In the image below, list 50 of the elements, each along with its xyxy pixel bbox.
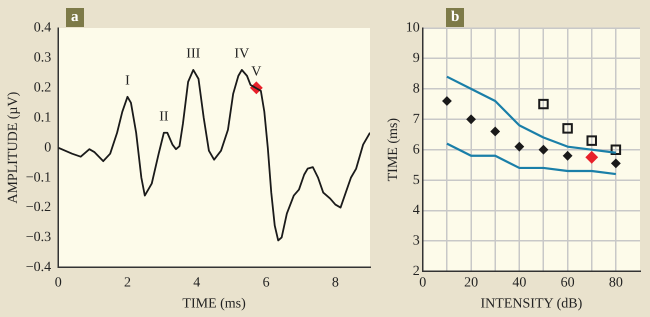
y-tick-label: 9: [412, 51, 420, 66]
y-tick-label: 0.2: [34, 80, 52, 96]
annotation: V: [251, 64, 262, 80]
point: [586, 135, 597, 146]
chart-title: a: [66, 8, 84, 27]
y-tick-label: 4: [412, 203, 420, 218]
x-tick-label: 60: [560, 275, 575, 290]
y-tick-label: −0.1: [26, 170, 52, 186]
point: [442, 96, 452, 106]
point: [538, 98, 549, 110]
x-tick-label: 40: [512, 275, 526, 290]
x-tick-label: 20: [464, 275, 478, 290]
point: [563, 151, 572, 160]
annotation: III: [186, 46, 201, 62]
y-tick-label: 3: [412, 234, 420, 249]
y-tick-label: 2: [412, 264, 420, 280]
y-tick-label: 7: [412, 112, 420, 127]
x-axis-title: TIME (ms): [182, 296, 246, 312]
annotation: II: [159, 109, 169, 124]
y-tick-label: −0.4: [26, 260, 52, 276]
y-tick-label: 0.3: [34, 50, 52, 66]
x-tick-label: 0: [54, 275, 62, 290]
point: [611, 158, 620, 168]
y-tick-label: 6: [412, 142, 420, 158]
y-axis-title: AMPLITUDE (µV): [6, 91, 22, 204]
y-tick-label: 0: [44, 140, 52, 156]
annotation: I: [125, 74, 130, 88]
x-tick-label: 80: [608, 275, 623, 290]
point: [586, 151, 598, 164]
y-tick-label: 0.1: [34, 110, 52, 126]
y-tick-label: 5: [412, 172, 420, 188]
point: [514, 142, 524, 152]
x-tick-label: 6: [262, 275, 270, 290]
y-tick-label: 10: [406, 20, 420, 36]
y-tick-label: −0.2: [26, 200, 52, 216]
x-tick-label: 4: [193, 275, 200, 290]
point: [610, 144, 622, 155]
x-tick-label: 8: [332, 275, 339, 290]
x-axis-title: INTENSITY (dB): [480, 296, 583, 312]
chart-title: b: [446, 8, 464, 27]
y-axis-title: TIME (ms): [386, 118, 402, 182]
point: [562, 123, 573, 134]
y-tick-label: 0.4: [34, 20, 52, 36]
y-tick-label: 8: [412, 82, 420, 97]
annotation: IV: [234, 46, 250, 62]
point: [538, 145, 548, 154]
x-tick-label: 2: [124, 275, 131, 290]
point: [466, 114, 476, 124]
point: [490, 126, 500, 136]
y-tick-label: −0.3: [26, 230, 52, 246]
